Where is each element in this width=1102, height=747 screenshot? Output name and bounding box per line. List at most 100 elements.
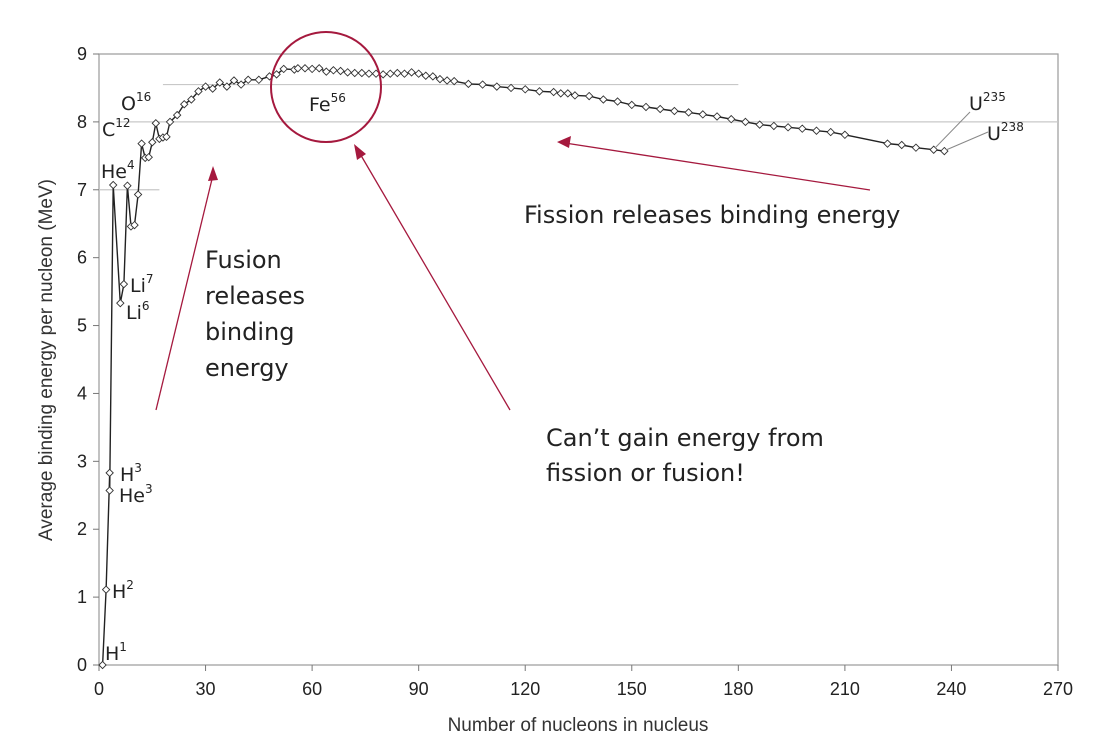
data-point [641,102,651,112]
data-point [329,66,338,75]
x-tick-label: 180 [723,679,753,699]
data-point [563,89,573,98]
data-point [300,64,310,73]
data-point [428,72,438,81]
data-point [101,585,111,594]
data-point [783,123,793,132]
data-point [130,220,139,230]
data-point [535,87,544,96]
data-point [435,74,445,84]
data-point [442,76,452,85]
data-point [769,121,779,131]
data-point [464,79,473,89]
u238-leader-line [945,131,989,151]
label-he3: He3 [119,482,153,507]
annotation-arrows [155,136,871,411]
data-point [407,68,416,77]
data-point [307,64,317,74]
data-point [698,110,708,119]
fission-arrow [564,142,871,191]
data-point [180,100,189,109]
data-point [741,117,750,127]
data-point [151,119,161,128]
plot-frame [98,53,1059,666]
y-tick-label: 0 [77,655,87,675]
x-axis-label: Number of nucleons in nucleus [448,715,709,736]
y-axis-ticks: 0 1 2 3 4 5 6 7 8 9 [77,44,99,675]
y-tick-label: 6 [77,248,87,268]
fusion-note: Fusion releases binding energy [205,246,313,382]
data-point [506,83,516,93]
y-axis-label: Average binding energy per nucleon (MeV) [36,179,57,541]
data-point [201,82,210,91]
data-point [105,486,114,495]
data-point [272,70,281,79]
y-tick-label: 2 [77,519,87,539]
y-tick-label: 8 [77,112,87,132]
label-u238: U238 [987,120,1024,145]
data-point [584,91,594,101]
data-point [350,68,359,78]
annotation-texts: Fusion releases binding energy Fission r… [205,201,900,487]
data-point [400,69,409,78]
fusion-arrowhead [208,166,218,181]
data-point [812,126,821,135]
label-h1: H1 [105,640,127,665]
data-point [798,124,807,133]
data-point [378,70,388,79]
label-h3: H3 [120,461,142,486]
data-point [726,114,736,124]
data-point [314,64,324,73]
fission-note: Fission releases binding energy [524,201,900,229]
x-tick-label: 60 [302,679,322,699]
data-point [556,89,565,98]
data-point [684,108,693,117]
y-tick-label: 3 [77,451,87,471]
data-point [492,82,502,91]
fission-arrowhead [557,136,571,148]
y-tick-label: 9 [77,44,87,64]
data-point [478,80,487,89]
data-point [670,106,679,116]
data-point [222,82,232,91]
x-tick-label: 150 [617,679,647,699]
data-point [364,69,374,78]
data-point [897,140,906,150]
x-tick-label: 90 [409,679,429,699]
data-point [911,143,921,152]
data-point [144,152,153,162]
fusion-arrow [155,174,214,411]
data-point [627,100,637,110]
y-tick-label: 5 [77,316,87,336]
data-point [336,66,345,76]
data-point [357,68,367,78]
data-point [293,64,303,73]
data-point [194,87,203,96]
data-point [613,97,622,106]
data-point [520,85,530,94]
data-point [119,279,129,289]
data-point [386,69,395,78]
data-point [883,139,892,148]
data-point [165,117,175,127]
data-point [599,95,608,104]
x-tick-label: 240 [936,679,966,699]
data-point [549,87,558,97]
reference-lines [99,83,1058,191]
data-point [712,112,722,121]
u235-leader-line [934,111,971,149]
data-point [254,75,264,85]
data-point [162,132,171,142]
data-point [449,76,459,86]
x-tick-label: 210 [830,679,860,699]
data-point [108,180,118,190]
label-u235: U235 [969,90,1006,115]
data-point [105,468,114,478]
x-tick-label: 270 [1043,679,1073,699]
x-tick-label: 30 [196,679,216,699]
data-point [236,80,246,89]
data-point [208,84,217,93]
data-point [570,91,580,100]
cant-gain-note: Can’t gain energy from fission or fusion… [546,424,832,487]
label-he4: He4 [101,158,135,183]
